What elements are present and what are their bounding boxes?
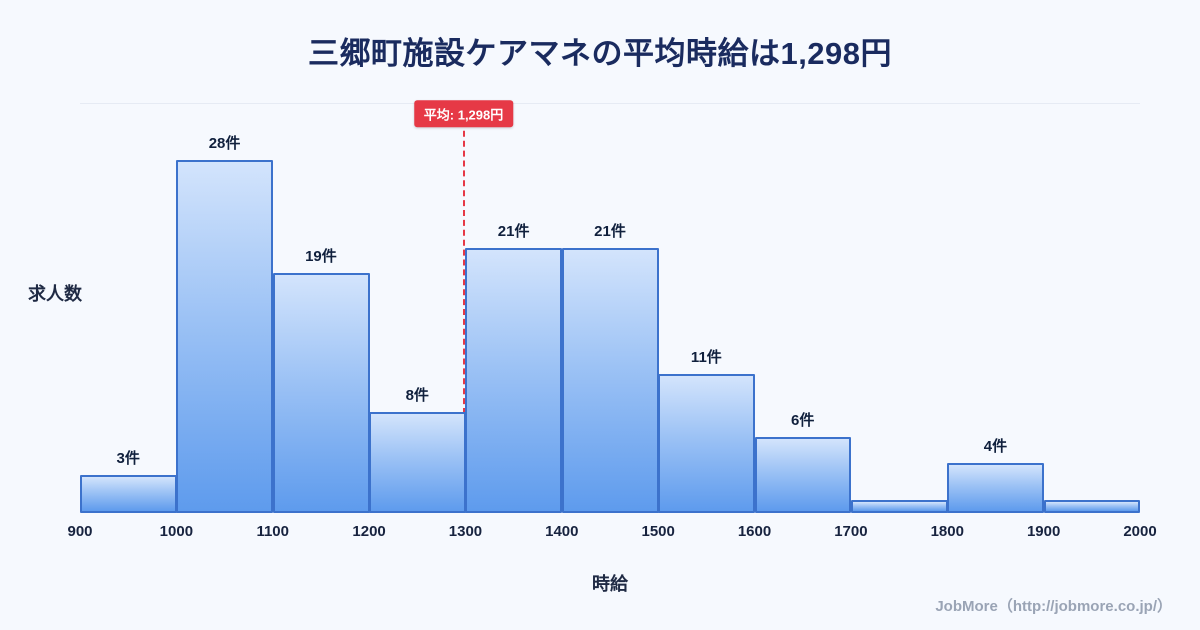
x-axis-label: 時給 <box>592 574 628 594</box>
histogram-bar <box>754 437 852 513</box>
bar-value-label: 28件 <box>208 135 241 152</box>
bar-value-label: 8件 <box>405 387 429 404</box>
plot-area: 平均: 1,298円 3件 28件 19件 8件 21件 21件 11件 6件 4件 900 100… <box>67 100 1157 540</box>
histogram-bar <box>176 160 274 513</box>
footer-credit: JobMore（http://jobmore.co.jp/） <box>935 598 1172 615</box>
x-tick-label: 1500 <box>641 523 675 540</box>
x-tick-label: 1800 <box>930 523 964 540</box>
histogram-bar <box>658 374 756 513</box>
bar-value-label: 21件 <box>497 223 530 240</box>
x-tick-label: 1100 <box>256 523 289 540</box>
x-tick-label: 1900 <box>1026 523 1061 540</box>
x-tick-label: 1700 <box>834 523 868 540</box>
histogram-bar <box>369 412 466 513</box>
average-badge: 平均: 1,298円 <box>413 100 514 128</box>
histogram-bar <box>947 463 1045 513</box>
bar-value-label: 11件 <box>690 349 722 366</box>
histogram-bar <box>1043 500 1141 513</box>
bar-value-label: 6件 <box>791 412 815 429</box>
x-tick-label: 1200 <box>352 523 386 540</box>
x-tick-label: 1600 <box>737 523 772 540</box>
bar-value-label: 3件 <box>116 450 140 467</box>
plot-top-gridline <box>80 103 1140 104</box>
histogram-bar <box>272 273 370 513</box>
bar-value-label: 4件 <box>983 438 1008 455</box>
x-tick-label: 900 <box>67 523 93 540</box>
bar-value-label: 19件 <box>305 248 337 265</box>
y-axis-label: 求人数 <box>28 284 82 304</box>
x-tick-label: 1300 <box>448 523 483 540</box>
histogram-bar <box>80 475 177 513</box>
bar-value-label: 21件 <box>594 223 626 240</box>
histogram-bar <box>850 500 948 513</box>
x-tick-label: 2000 <box>1123 523 1157 540</box>
chart-title: 三郷町施設ケアマネの平均時給は1,298円 <box>307 36 893 71</box>
histogram-bar <box>465 248 563 513</box>
x-tick-label: 1000 <box>159 523 194 540</box>
histogram-bar <box>561 248 659 513</box>
x-tick-label: 1400 <box>545 523 579 540</box>
average-line <box>462 111 465 513</box>
